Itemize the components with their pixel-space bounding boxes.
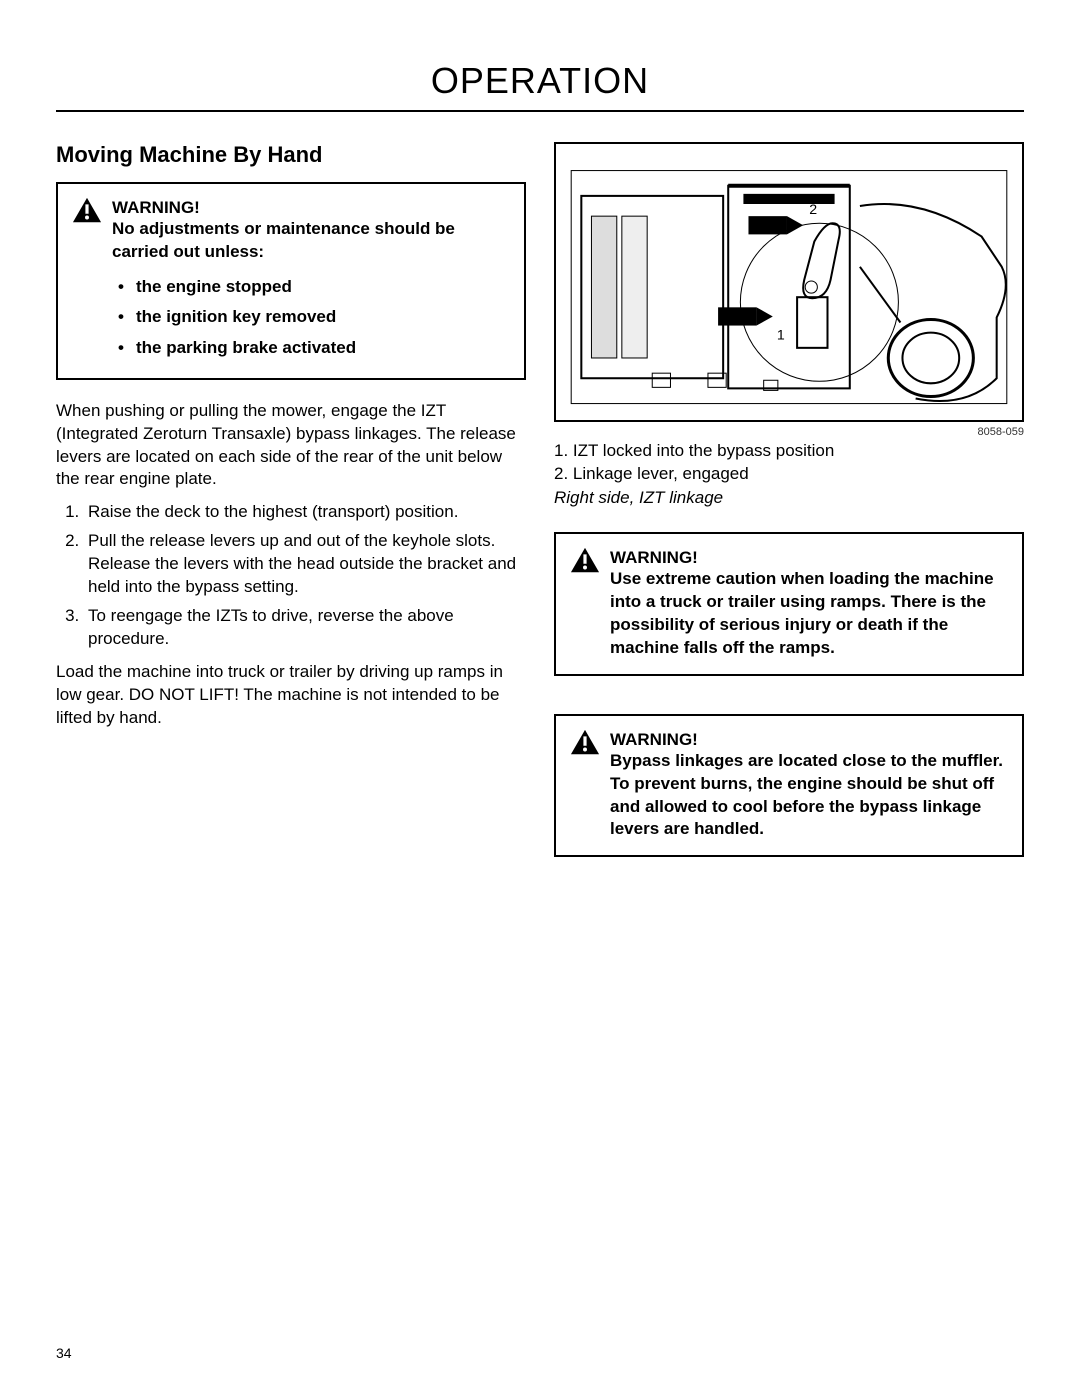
paragraph: Load the machine into truck or trailer b… (56, 661, 526, 730)
page: OPERATION Moving Machine By Hand WARNING… (0, 0, 1080, 1397)
figure-legend-1: 1. IZT locked into the bypass position (554, 440, 1024, 463)
warning-header: WARNING! Bypass linkages are located clo… (570, 728, 1008, 842)
warning-box-maintenance: WARNING! No adjustments or maintenance s… (56, 182, 526, 380)
subhead-moving: Moving Machine By Hand (56, 142, 526, 168)
warning-box-ramps: WARNING! Use extreme caution when loadin… (554, 532, 1024, 676)
callout-1: 1 (777, 328, 785, 344)
warning-header: WARNING! Use extreme caution when loadin… (570, 546, 1008, 660)
warning-list: the engine stopped the ignition key remo… (112, 272, 510, 364)
callout-2: 2 (809, 202, 817, 218)
right-column: 2 1 8058-059 1. IZT locked int (554, 142, 1024, 877)
paragraph: When pushing or pulling the mower, engag… (56, 400, 526, 492)
warning-title: WARNING! (112, 198, 510, 218)
warning-icon (570, 546, 600, 574)
step-item: Pull the release levers up and out of th… (84, 530, 526, 599)
warning-title: WARNING! (610, 548, 1008, 568)
warning-box-muffler: WARNING! Bypass linkages are located clo… (554, 714, 1024, 858)
left-column: Moving Machine By Hand WARNING! No adjus… (56, 142, 526, 877)
warning-title: WARNING! (610, 730, 1008, 750)
figure-code: 8058-059 (554, 426, 1024, 438)
figure-legend-2: 2. Linkage lever, engaged (554, 463, 1024, 486)
step-item: To reengage the IZTs to drive, reverse t… (84, 605, 526, 651)
warning-icon (570, 728, 600, 756)
warning-lead: No adjustments or maintenance should be … (112, 218, 510, 264)
figure-izt-linkage: 2 1 (554, 142, 1024, 422)
figure-svg: 2 1 (556, 144, 1022, 420)
section-title: OPERATION (56, 60, 1024, 112)
step-item: Raise the deck to the highest (transport… (84, 501, 526, 524)
steps-list: Raise the deck to the highest (transport… (56, 501, 526, 651)
figure-caption: Right side, IZT linkage (554, 488, 1024, 508)
warning-icon (72, 196, 102, 224)
warning-list-item: the parking brake activated (112, 333, 510, 364)
page-number: 34 (56, 1345, 72, 1361)
warning-header: WARNING! No adjustments or maintenance s… (72, 196, 510, 364)
warning-body: Use extreme caution when loading the mac… (610, 568, 1008, 660)
warning-list-item: the ignition key removed (112, 302, 510, 333)
warning-list-item: the engine stopped (112, 272, 510, 303)
warning-body: Bypass linkages are located close to the… (610, 750, 1008, 842)
two-column-layout: Moving Machine By Hand WARNING! No adjus… (56, 142, 1024, 877)
